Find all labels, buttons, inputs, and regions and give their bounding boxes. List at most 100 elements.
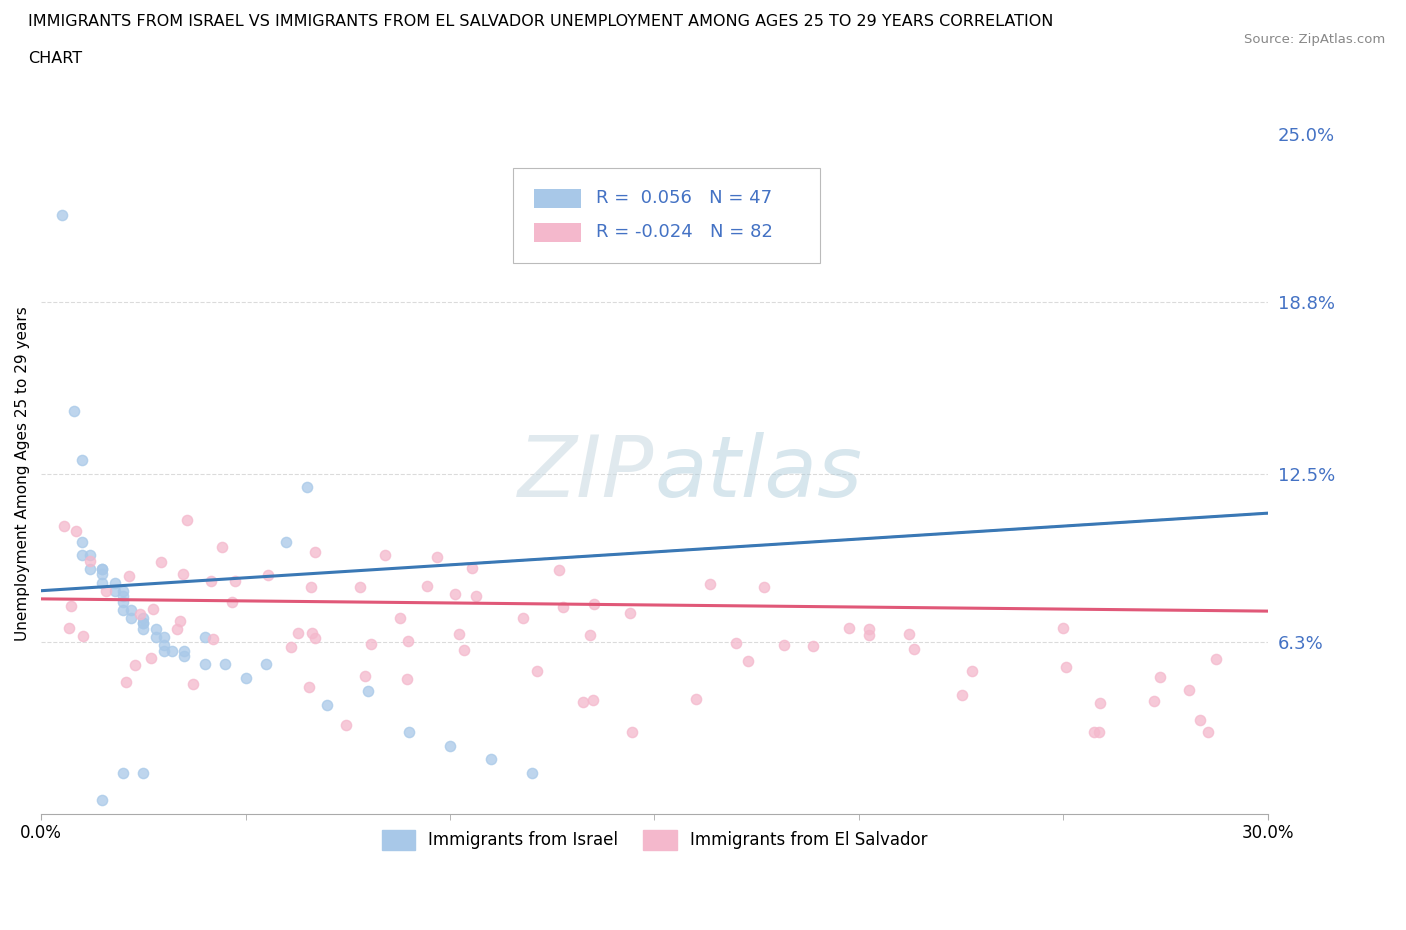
Point <box>256 567 278 582</box>
Point <box>304 544 326 559</box>
Point <box>416 578 439 593</box>
Point <box>1205 651 1227 666</box>
Point <box>280 640 302 655</box>
Point <box>1197 724 1219 739</box>
Point <box>65 524 87 538</box>
Point <box>357 684 380 698</box>
Text: IMMIGRANTS FROM ISRAEL VS IMMIGRANTS FROM EL SALVADOR UNEMPLOYMENT AMONG AGES 25: IMMIGRANTS FROM ISRAEL VS IMMIGRANTS FRO… <box>28 14 1053 29</box>
Point <box>752 579 775 594</box>
Bar <box>534 222 581 242</box>
Point <box>152 644 174 658</box>
Point <box>374 547 396 562</box>
Point <box>579 627 602 642</box>
Point <box>1054 659 1077 674</box>
Point <box>145 630 167 644</box>
Text: R =  0.056   N = 47: R = 0.056 N = 47 <box>596 189 772 207</box>
Point <box>254 657 277 671</box>
Point <box>173 648 195 663</box>
Point <box>553 599 575 614</box>
Point <box>172 567 194 582</box>
Point <box>773 637 796 652</box>
Point <box>426 550 449 565</box>
Point <box>51 207 73 222</box>
Point <box>176 512 198 527</box>
Point <box>1188 712 1211 727</box>
Point <box>316 698 339 712</box>
Text: R = -0.024   N = 82: R = -0.024 N = 82 <box>596 223 772 241</box>
Point <box>903 641 925 656</box>
Point <box>685 692 707 707</box>
Point <box>132 621 155 636</box>
Point <box>1143 694 1166 709</box>
Point <box>145 621 167 636</box>
Point <box>194 657 217 671</box>
Point <box>737 654 759 669</box>
Point <box>276 535 298 550</box>
Point <box>211 540 233 555</box>
Point <box>858 628 880 643</box>
Point <box>72 629 94 644</box>
Point <box>160 644 183 658</box>
Point <box>724 636 747 651</box>
Point <box>1052 620 1074 635</box>
Point <box>398 724 420 739</box>
Point <box>152 638 174 653</box>
Point <box>120 610 142 625</box>
Point <box>354 669 377 684</box>
Point <box>70 535 93 550</box>
Point <box>120 603 142 618</box>
Point <box>582 596 605 611</box>
Point <box>1088 724 1111 739</box>
Point <box>115 674 138 689</box>
Point <box>91 562 114 577</box>
Point <box>63 404 86 418</box>
Point <box>124 658 146 672</box>
Point <box>1149 670 1171 684</box>
Point <box>460 560 482 575</box>
Point <box>58 620 80 635</box>
Point <box>520 765 543 780</box>
Point <box>91 575 114 590</box>
Point <box>396 671 419 686</box>
Point <box>79 562 101 577</box>
Point <box>960 663 983 678</box>
Point <box>335 718 357 733</box>
Point <box>91 792 114 807</box>
Point <box>235 671 257 685</box>
Point <box>169 613 191 628</box>
Text: ZIP: ZIP <box>519 432 654 515</box>
Text: CHART: CHART <box>28 51 82 66</box>
Point <box>360 636 382 651</box>
Point <box>142 602 165 617</box>
Point <box>950 687 973 702</box>
Point <box>200 574 222 589</box>
Point <box>1178 682 1201 697</box>
Text: Source: ZipAtlas.com: Source: ZipAtlas.com <box>1244 33 1385 46</box>
Point <box>298 680 321 695</box>
Point <box>173 644 195 658</box>
Point <box>1083 724 1105 739</box>
Point <box>70 548 93 563</box>
Point <box>897 627 920 642</box>
Point <box>214 657 236 671</box>
Point <box>194 630 217 644</box>
Point <box>202 631 225 646</box>
Point <box>858 621 880 636</box>
Point <box>111 603 134 618</box>
Point <box>547 563 569 578</box>
Point <box>699 577 721 591</box>
Point <box>104 575 127 590</box>
Point <box>132 610 155 625</box>
Point <box>447 626 470 641</box>
Point <box>149 555 172 570</box>
Point <box>132 616 155 631</box>
Point <box>619 605 641 620</box>
Point <box>111 594 134 609</box>
Point <box>111 583 134 598</box>
Y-axis label: Unemployment Among Ages 25 to 29 years: Unemployment Among Ages 25 to 29 years <box>15 306 30 641</box>
Point <box>304 631 326 645</box>
Point <box>221 594 243 609</box>
Point <box>801 638 824 653</box>
Point <box>70 453 93 468</box>
Point <box>91 567 114 582</box>
